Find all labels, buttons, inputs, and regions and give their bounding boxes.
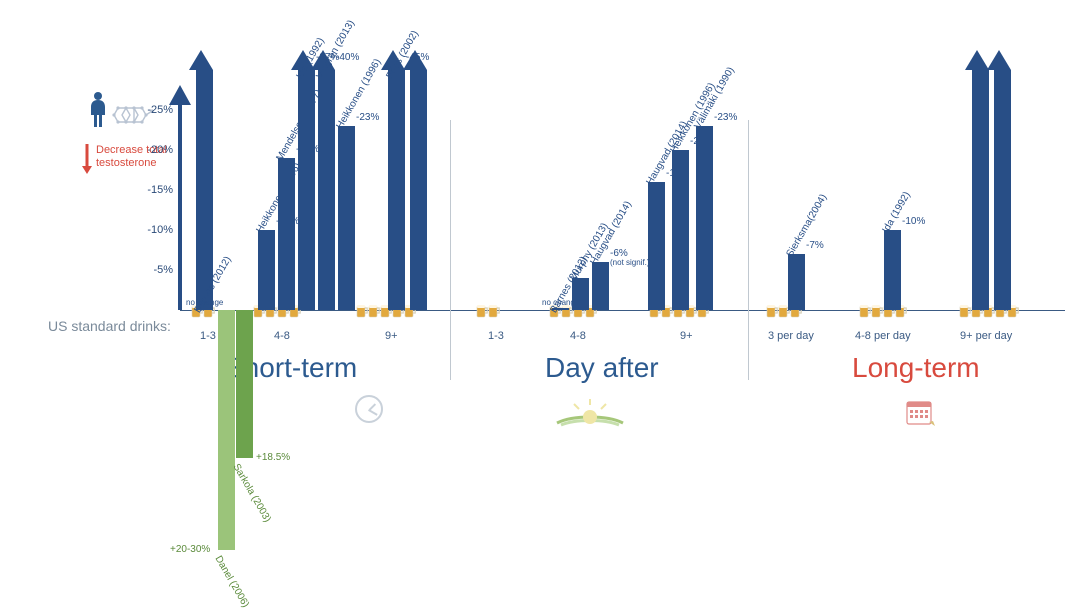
bucket-label: 4-8 per day (855, 330, 911, 342)
bar-arrow-icon (987, 50, 1011, 70)
bucket-label: 1-3 (200, 330, 216, 342)
clock-icon (355, 395, 383, 423)
value-label: -23% (356, 112, 379, 123)
bar-arrow-icon (189, 50, 213, 70)
bar-up (696, 126, 713, 310)
bucket-label: 1-3 (488, 330, 504, 342)
bar-down (218, 310, 235, 550)
bar-up (318, 70, 335, 310)
bar-up (278, 158, 295, 310)
bar-up (592, 262, 609, 310)
bar-up (572, 278, 589, 310)
value-label: -10% (902, 216, 925, 227)
bucket-label: 3 per day (768, 330, 814, 342)
bar-up (884, 230, 901, 310)
bar-up (388, 70, 405, 310)
bar-up (338, 126, 355, 310)
y-axis-arrow-icon (169, 85, 191, 105)
y-axis (178, 103, 182, 310)
bar-up (994, 70, 1011, 310)
value-label: -7% (806, 240, 824, 251)
y-tick-label: -10% (128, 224, 173, 236)
beer-icon (487, 302, 501, 318)
x-axis-label: US standard drinks: (48, 318, 171, 334)
y-tick-label: -5% (128, 264, 173, 276)
bucket-label: 9+ per day (960, 330, 1012, 342)
section-separator (450, 120, 451, 380)
bucket-label: 4-8 (274, 330, 290, 342)
sunrise-icon (555, 395, 625, 434)
value-label: -23% (714, 112, 737, 123)
bar-up (788, 254, 805, 310)
section-title-longterm: Long-term (852, 352, 980, 384)
value-note: (not signif.) (610, 258, 650, 267)
bar-up (672, 150, 689, 310)
bar-arrow-icon (403, 50, 427, 70)
section-title-dayafter: Day after (545, 352, 659, 384)
beer-icon-group (355, 302, 415, 323)
bucket-label: 9+ (385, 330, 398, 342)
bar-down (236, 310, 253, 458)
bar-up (972, 70, 989, 310)
bar-up (410, 70, 427, 310)
bar-arrow-icon (965, 50, 989, 70)
beer-icon-group (475, 302, 499, 323)
bar-up (196, 70, 213, 310)
y-tick-label: -25% (128, 104, 173, 116)
bar-up (298, 70, 315, 310)
y-tick-label: -20% (128, 144, 173, 156)
legend: Decrease totaltestosterone (80, 140, 94, 176)
bar-up (258, 230, 275, 310)
bucket-label: 9+ (680, 330, 693, 342)
study-label: Ida (1992) (880, 190, 912, 235)
study-label: Sarkola (2003) (230, 462, 272, 524)
bar-up (648, 182, 665, 310)
bucket-label: 4-8 (570, 330, 586, 342)
section-separator (748, 120, 749, 380)
y-tick-label: -15% (128, 184, 173, 196)
calendar-icon (905, 398, 937, 433)
study-label: Danel (2006) (212, 554, 250, 610)
value-label: +20-30% (170, 544, 210, 555)
value-label: +18.5% (256, 452, 290, 463)
clock-icon (355, 395, 383, 423)
